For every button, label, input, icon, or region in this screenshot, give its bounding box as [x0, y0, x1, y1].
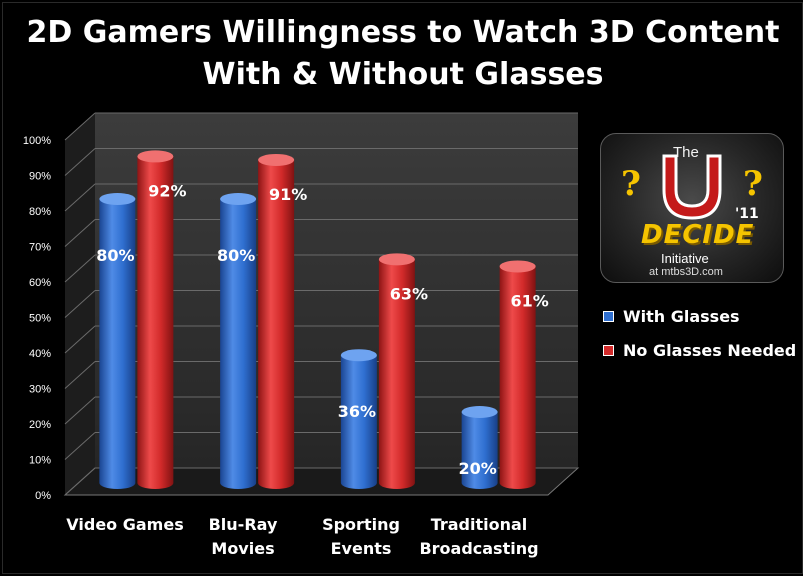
bar-top: [137, 150, 174, 163]
y-tick-label: 100%: [23, 135, 51, 147]
category-label: Broadcasting: [419, 539, 538, 558]
data-label: 80%: [217, 246, 255, 265]
legend-swatch-blue: [603, 311, 614, 322]
bar-no-glasses: [137, 150, 174, 489]
bar-top: [220, 193, 257, 205]
gridline-side: [64, 183, 96, 212]
bar-top: [99, 193, 136, 205]
gridline-side: [64, 396, 96, 425]
bar-body: [499, 266, 536, 489]
gridline-side: [64, 219, 96, 247]
data-label: 63%: [390, 284, 428, 303]
bar-body: [461, 412, 498, 489]
y-tick-label: 70%: [29, 242, 51, 254]
data-label: 61%: [510, 291, 548, 310]
gridline-side: [64, 361, 96, 389]
y-tick-label: 50%: [29, 313, 51, 325]
bar-top: [461, 406, 498, 418]
bar-with-glasses: [220, 193, 257, 489]
bar-body: [137, 156, 174, 489]
gridlines: [64, 112, 578, 496]
y-tick-label: 10%: [29, 455, 51, 467]
bar-top: [499, 260, 536, 273]
y-axis-ticks: 0% 10% 20% 30% 40% 50% 60% 70% 80% 90% 100%: [23, 135, 51, 502]
chart-title-line-2: With & Without Glasses: [202, 57, 604, 92]
y-tick-label: 90%: [29, 171, 51, 183]
y-tick-label: 30%: [29, 384, 51, 396]
bar-with-glasses: [461, 406, 498, 489]
logo-initiative-text: Initiative: [661, 251, 709, 266]
legend-label: No Glasses Needed: [623, 341, 797, 360]
category-label: Traditional: [431, 515, 528, 534]
bar-body: [99, 199, 136, 489]
bar-no-glasses: [499, 260, 536, 489]
bar-top: [340, 349, 377, 362]
y-tick-label: 60%: [29, 277, 51, 289]
gridline-side: [64, 254, 96, 283]
category-label: Movies: [211, 539, 274, 558]
y-tick-label: 20%: [29, 419, 51, 431]
y-tick-label: 40%: [29, 348, 51, 360]
category-labels: Video Games Blu-Ray Movies Sporting Events Tr…: [66, 515, 538, 558]
bar-body: [220, 199, 257, 489]
logo-the-text: The: [673, 144, 699, 161]
logo-site-text: at mtbs3D.com: [649, 266, 723, 278]
bar-top: [378, 253, 415, 266]
data-label: 20%: [458, 459, 496, 478]
data-label: 92%: [148, 181, 186, 200]
bar-top: [258, 153, 295, 166]
chart-plot: 0% 10% 20% 30% 40% 50% 60% 70% 80% 90% 100% 80% 92%…: [23, 112, 580, 558]
data-label: 80%: [96, 246, 134, 265]
horseshoe-icon: [662, 154, 722, 220]
bars: [99, 150, 536, 489]
legend-label: With Glasses: [623, 307, 740, 326]
gridline-side: [64, 432, 96, 460]
bar-body: [378, 259, 415, 489]
gridline-side: [64, 290, 96, 318]
category-label: Video Games: [66, 515, 183, 534]
gridline-side: [64, 325, 96, 354]
logo-year: '11: [735, 206, 759, 222]
logo-decide-text: DECIDE: [641, 220, 755, 250]
bar-with-glasses: [99, 193, 136, 489]
category-label: Blu-Ray: [209, 515, 278, 534]
question-mark-icon: ?: [621, 164, 641, 204]
chart-title-line-1: 2D Gamers Willingness to Watch 3D Conten…: [26, 15, 780, 50]
y-tick-label: 80%: [29, 206, 51, 218]
data-labels: 80% 92% 80% 91% 36% 63% 20% 61%: [96, 181, 549, 478]
data-label: 91%: [269, 185, 307, 204]
bar-no-glasses: [378, 253, 415, 489]
gridline-side: [64, 148, 96, 176]
gridline-side: [64, 112, 96, 141]
gridline-side: [64, 467, 96, 496]
bar-body: [258, 159, 295, 489]
bar-no-glasses: [258, 153, 295, 489]
bar-with-glasses: [340, 349, 377, 489]
question-mark-icon: ?: [743, 164, 763, 204]
y-tick-label: 0%: [35, 490, 51, 502]
category-label: Events: [331, 539, 392, 558]
legend-swatch-red: [603, 345, 614, 356]
category-label: Sporting: [322, 515, 400, 534]
data-label: 36%: [338, 402, 376, 421]
bar-body: [340, 355, 377, 489]
decide-initiative-logo: ? ? The DECIDE '11 Initiative at mtbs3D.…: [600, 133, 784, 283]
